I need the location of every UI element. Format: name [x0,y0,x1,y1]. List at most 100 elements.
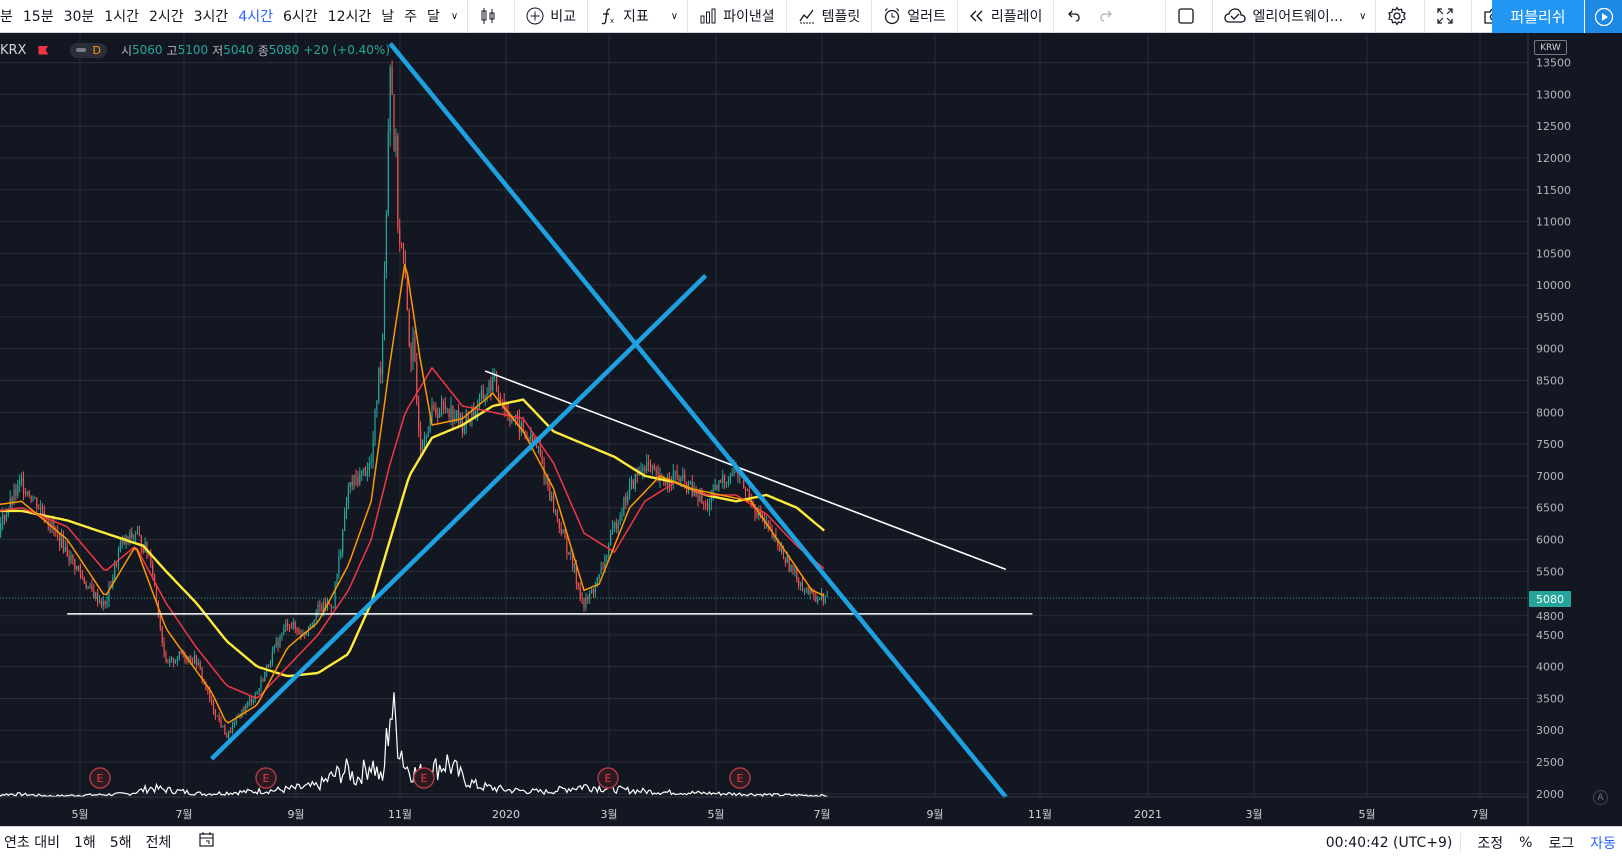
timeframe-2h[interactable]: 2시간 [148,9,184,25]
open-label: 시 [120,43,132,58]
candle-body [129,532,131,540]
layout-save-button[interactable]: 엘리어트웨이... [1216,0,1351,33]
candle-body [499,396,501,404]
play-circle-icon [1594,7,1613,26]
auto-button[interactable]: 자동 [1590,835,1616,852]
timeframe-6h[interactable]: 6시간 [282,9,318,25]
flag-icon[interactable] [38,45,49,55]
play-button[interactable] [1584,0,1622,33]
y-tick-label: 6000 [1536,533,1564,546]
timeframe-month[interactable]: 달 [427,9,440,25]
candle-body [332,607,334,609]
auto-scale-button[interactable]: A [1593,790,1608,805]
indicators-dropdown-chevron-icon[interactable]: ∨ [670,10,679,22]
candle-body [313,620,315,623]
candle-body [480,390,482,398]
candle-body [535,443,538,448]
clock-timezone[interactable]: 00:40:42 (UTC+9) [1325,834,1453,851]
candle-body [163,642,165,656]
select-mode-button[interactable] [1169,0,1209,33]
timeframe-day[interactable]: 날 [381,9,395,25]
timeframe-1h[interactable]: 1시간 [104,9,139,25]
alert-button[interactable]: 얼러트 [875,0,954,33]
timeframe-12h[interactable]: 12시간 [327,9,372,25]
goto-date-button[interactable] [178,831,223,853]
timeframe-3h[interactable]: 3시간 [193,9,229,25]
candle-body [594,586,596,593]
timeframe-dropdown-chevron-icon[interactable]: ∨ [450,10,459,22]
undo-button[interactable] [1057,0,1091,33]
price-chart[interactable]: E E E E E 2000 2500 3000 3500 4000 4500 4800 5500 60… [0,34,1622,830]
templates-button[interactable]: 템플릿 [790,0,869,33]
candle-body [167,662,169,664]
compare-button[interactable]: 비교 [518,0,584,33]
candle-body [68,555,70,561]
financials-label: 파이낸셜 [723,9,775,25]
candle-body [281,633,283,636]
candle-body [518,416,520,433]
candle-body [646,462,648,471]
time-axis[interactable]: 5월 7월 9월 11월 2020 3월 5월 7월 9월 11월 2021 3월 5월 7월 [0,796,1528,821]
candle-body [592,589,595,593]
close-value: 5080 [268,43,300,57]
settings-button[interactable] [1379,0,1421,33]
timeframe-week[interactable]: 주 [404,9,418,25]
range-all[interactable]: 전체 [145,835,172,851]
chart-area[interactable]: E E E E E 2000 2500 3000 3500 4000 4500 4800 5500 60… [0,34,1622,830]
trend-drawings[interactable] [67,42,1033,799]
range-1y[interactable]: 1해 [73,835,96,851]
range-ytd[interactable]: 연초 대비 [4,835,60,851]
candle-body [482,390,484,399]
candle-body [351,482,353,486]
log-button[interactable]: 로그 [1548,835,1575,852]
layout-dropdown-chevron-icon[interactable]: ∨ [1359,10,1367,22]
symbol-name[interactable]: KRX [0,42,27,58]
candle-body [401,243,403,245]
indicators-button[interactable]: x 지표 [591,0,651,33]
candle-body [66,546,68,556]
earnings-marker-label: E [97,772,104,785]
y-tick-label: 7000 [1536,470,1564,483]
candle-body [355,476,357,478]
candle-body [720,480,722,483]
timeframe-30m[interactable]: 30분 [63,9,95,25]
candle-body [315,612,317,621]
redo-button[interactable] [1091,0,1129,33]
replay-button[interactable]: 리플레이 [961,0,1051,33]
candle-body [682,474,684,478]
currency-badge[interactable]: KRW [1534,40,1567,55]
publish-button[interactable]: 퍼블리쉬 [1492,0,1584,33]
candle-body [473,410,475,416]
candle-body [117,551,120,566]
candle-body [171,658,173,661]
price-axis[interactable]: 2000 2500 3000 3500 4000 4500 4800 5500 6000 6500… [1527,34,1571,830]
timeframe-1m[interactable]: 분 [0,9,13,25]
candle-body [642,467,644,472]
timeframe-15m[interactable]: 15분 [22,9,54,25]
candle-body [254,694,256,700]
x-tick-label: 3월 [1245,808,1262,821]
candle-body [108,585,110,602]
candle-body [72,554,74,560]
adjust-button[interactable]: 조정 [1477,835,1504,852]
percent-button[interactable]: % [1519,834,1533,851]
range-5y[interactable]: 5해 [109,835,132,851]
candle-body [93,590,95,599]
candle-body [760,509,762,518]
candle-body [526,432,528,439]
uptrend-line [210,274,708,761]
candle-body [805,587,807,589]
candle-body [585,598,587,608]
candle-body [606,555,608,557]
y-tick-label: 4500 [1536,629,1564,642]
financials-button[interactable]: 파이낸셜 [691,0,783,33]
interval-pill[interactable]: D [70,42,107,58]
candle-style-button[interactable] [471,0,511,33]
candle-body [467,413,469,420]
y-tick-label: 13000 [1536,88,1571,101]
candle-body [342,530,344,553]
timeframe-4h[interactable]: 4시간 [238,9,273,25]
fullscreen-button[interactable] [1428,0,1468,33]
candle-body [767,522,769,527]
